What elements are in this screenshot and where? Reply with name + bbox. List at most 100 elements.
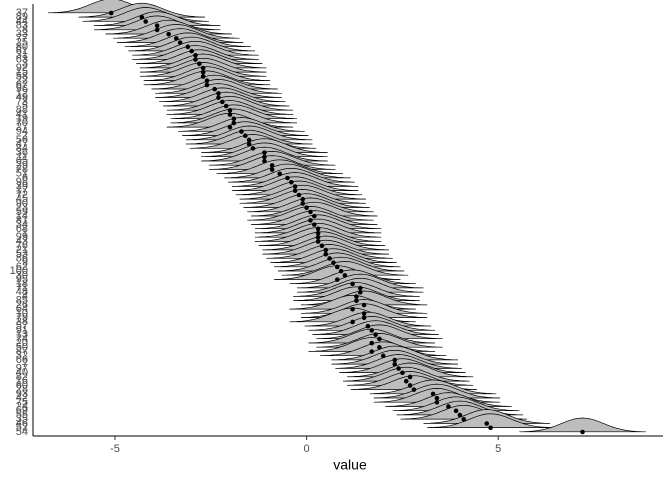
point: [166, 31, 171, 37]
point: [227, 108, 233, 113]
y-tick-label: 48: [16, 286, 28, 298]
y-tick-label: 7: [22, 358, 28, 370]
y-tick-label: 37: [16, 7, 28, 19]
y-tick-label: 88: [16, 104, 28, 116]
point: [338, 268, 344, 274]
point: [380, 353, 386, 359]
point: [411, 387, 417, 392]
point: [304, 205, 309, 210]
point: [400, 370, 405, 376]
y-tick-label: 26: [16, 299, 28, 311]
y-tick-label: 34: [16, 219, 28, 231]
y-tick-label: 13: [16, 329, 28, 341]
point: [296, 192, 302, 198]
y-tick-label: 24: [16, 401, 28, 413]
point: [300, 196, 306, 202]
y-tick-label: 92: [16, 62, 28, 74]
y-tick-label: 98: [16, 176, 28, 188]
y-tick-label: 53: [16, 248, 28, 260]
y-tick-label: 66: [16, 354, 28, 366]
y-tick-label: 83: [16, 20, 28, 32]
point: [396, 366, 401, 371]
point: [262, 158, 267, 164]
point: [262, 154, 267, 160]
y-tick-label: 58: [16, 70, 28, 82]
point: [189, 48, 194, 54]
point: [327, 256, 332, 261]
point: [177, 40, 183, 45]
plot-area: [47, 0, 646, 435]
y-tick-label: 30: [16, 269, 28, 281]
y-tick-label: 80: [16, 41, 28, 53]
y-tick-label: 91: [16, 324, 28, 336]
y-tick-label: 55: [16, 409, 28, 421]
y-tick-label: 32: [16, 350, 28, 362]
y-tick-label: 23: [16, 202, 28, 214]
point: [262, 150, 267, 155]
point: [193, 53, 198, 58]
y-tick-label: 43: [16, 235, 28, 247]
y-tick-label: 42: [16, 392, 28, 404]
point: [223, 103, 229, 109]
point: [311, 213, 317, 219]
point: [461, 417, 467, 422]
y-tick-label: 85: [16, 295, 28, 307]
y-tick-label: 9: [22, 257, 28, 269]
point: [319, 243, 325, 249]
point: [369, 349, 375, 354]
y-tick-label: 22: [16, 75, 28, 87]
point: [361, 302, 367, 308]
point: [220, 99, 225, 105]
point: [174, 36, 179, 41]
point: [154, 27, 160, 33]
point: [357, 285, 363, 291]
x-tick-label: 5: [495, 443, 501, 455]
y-tick-label: 27: [16, 121, 28, 133]
y-tick-label: 38: [16, 316, 28, 328]
point: [200, 69, 206, 75]
point: [407, 383, 413, 388]
x-tick-label: -5: [110, 443, 120, 455]
y-tick-label: 79: [16, 312, 28, 324]
y-tick-label: 36: [16, 147, 28, 159]
y-tick-label: 4: [22, 290, 28, 302]
point: [239, 129, 244, 134]
y-tick-label: 2: [22, 130, 28, 142]
y-tick-label: 100: [10, 265, 28, 277]
point: [216, 91, 221, 96]
point: [407, 374, 413, 380]
y-tick-label: 49: [16, 92, 28, 104]
point: [457, 412, 463, 418]
y-tick-label: 20: [16, 337, 28, 349]
point: [334, 277, 340, 282]
y-tick-label: 95: [16, 274, 28, 286]
y-tick-label: 15: [16, 66, 28, 78]
y-tick-label: 3: [22, 58, 28, 70]
point: [311, 222, 317, 227]
y-tick-label: 65: [16, 155, 28, 167]
y-tick-label: 40: [16, 367, 28, 379]
y-tick-label: 67: [16, 79, 28, 91]
y-tick-label: 64: [16, 303, 28, 315]
point: [197, 61, 202, 67]
point: [308, 209, 313, 215]
y-tick-label: 10: [16, 307, 28, 319]
y-tick-label: 57: [16, 320, 28, 332]
y-tick-label: 50: [16, 341, 28, 353]
point: [108, 10, 114, 16]
point: [143, 19, 148, 24]
y-tick-label: 25: [16, 37, 28, 49]
point: [373, 332, 378, 337]
y-tick-label: 94: [16, 125, 28, 137]
point: [285, 175, 290, 181]
point: [403, 378, 409, 384]
y-tick-label: 69: [16, 405, 28, 417]
y-tick-label: 71: [16, 282, 28, 294]
point: [350, 281, 355, 287]
point: [365, 323, 371, 329]
y-tick-label: 73: [16, 96, 28, 108]
point: [292, 188, 298, 194]
y-tick-label: 74: [16, 333, 28, 345]
y-tick-label: 18: [16, 278, 28, 290]
point: [231, 120, 237, 126]
